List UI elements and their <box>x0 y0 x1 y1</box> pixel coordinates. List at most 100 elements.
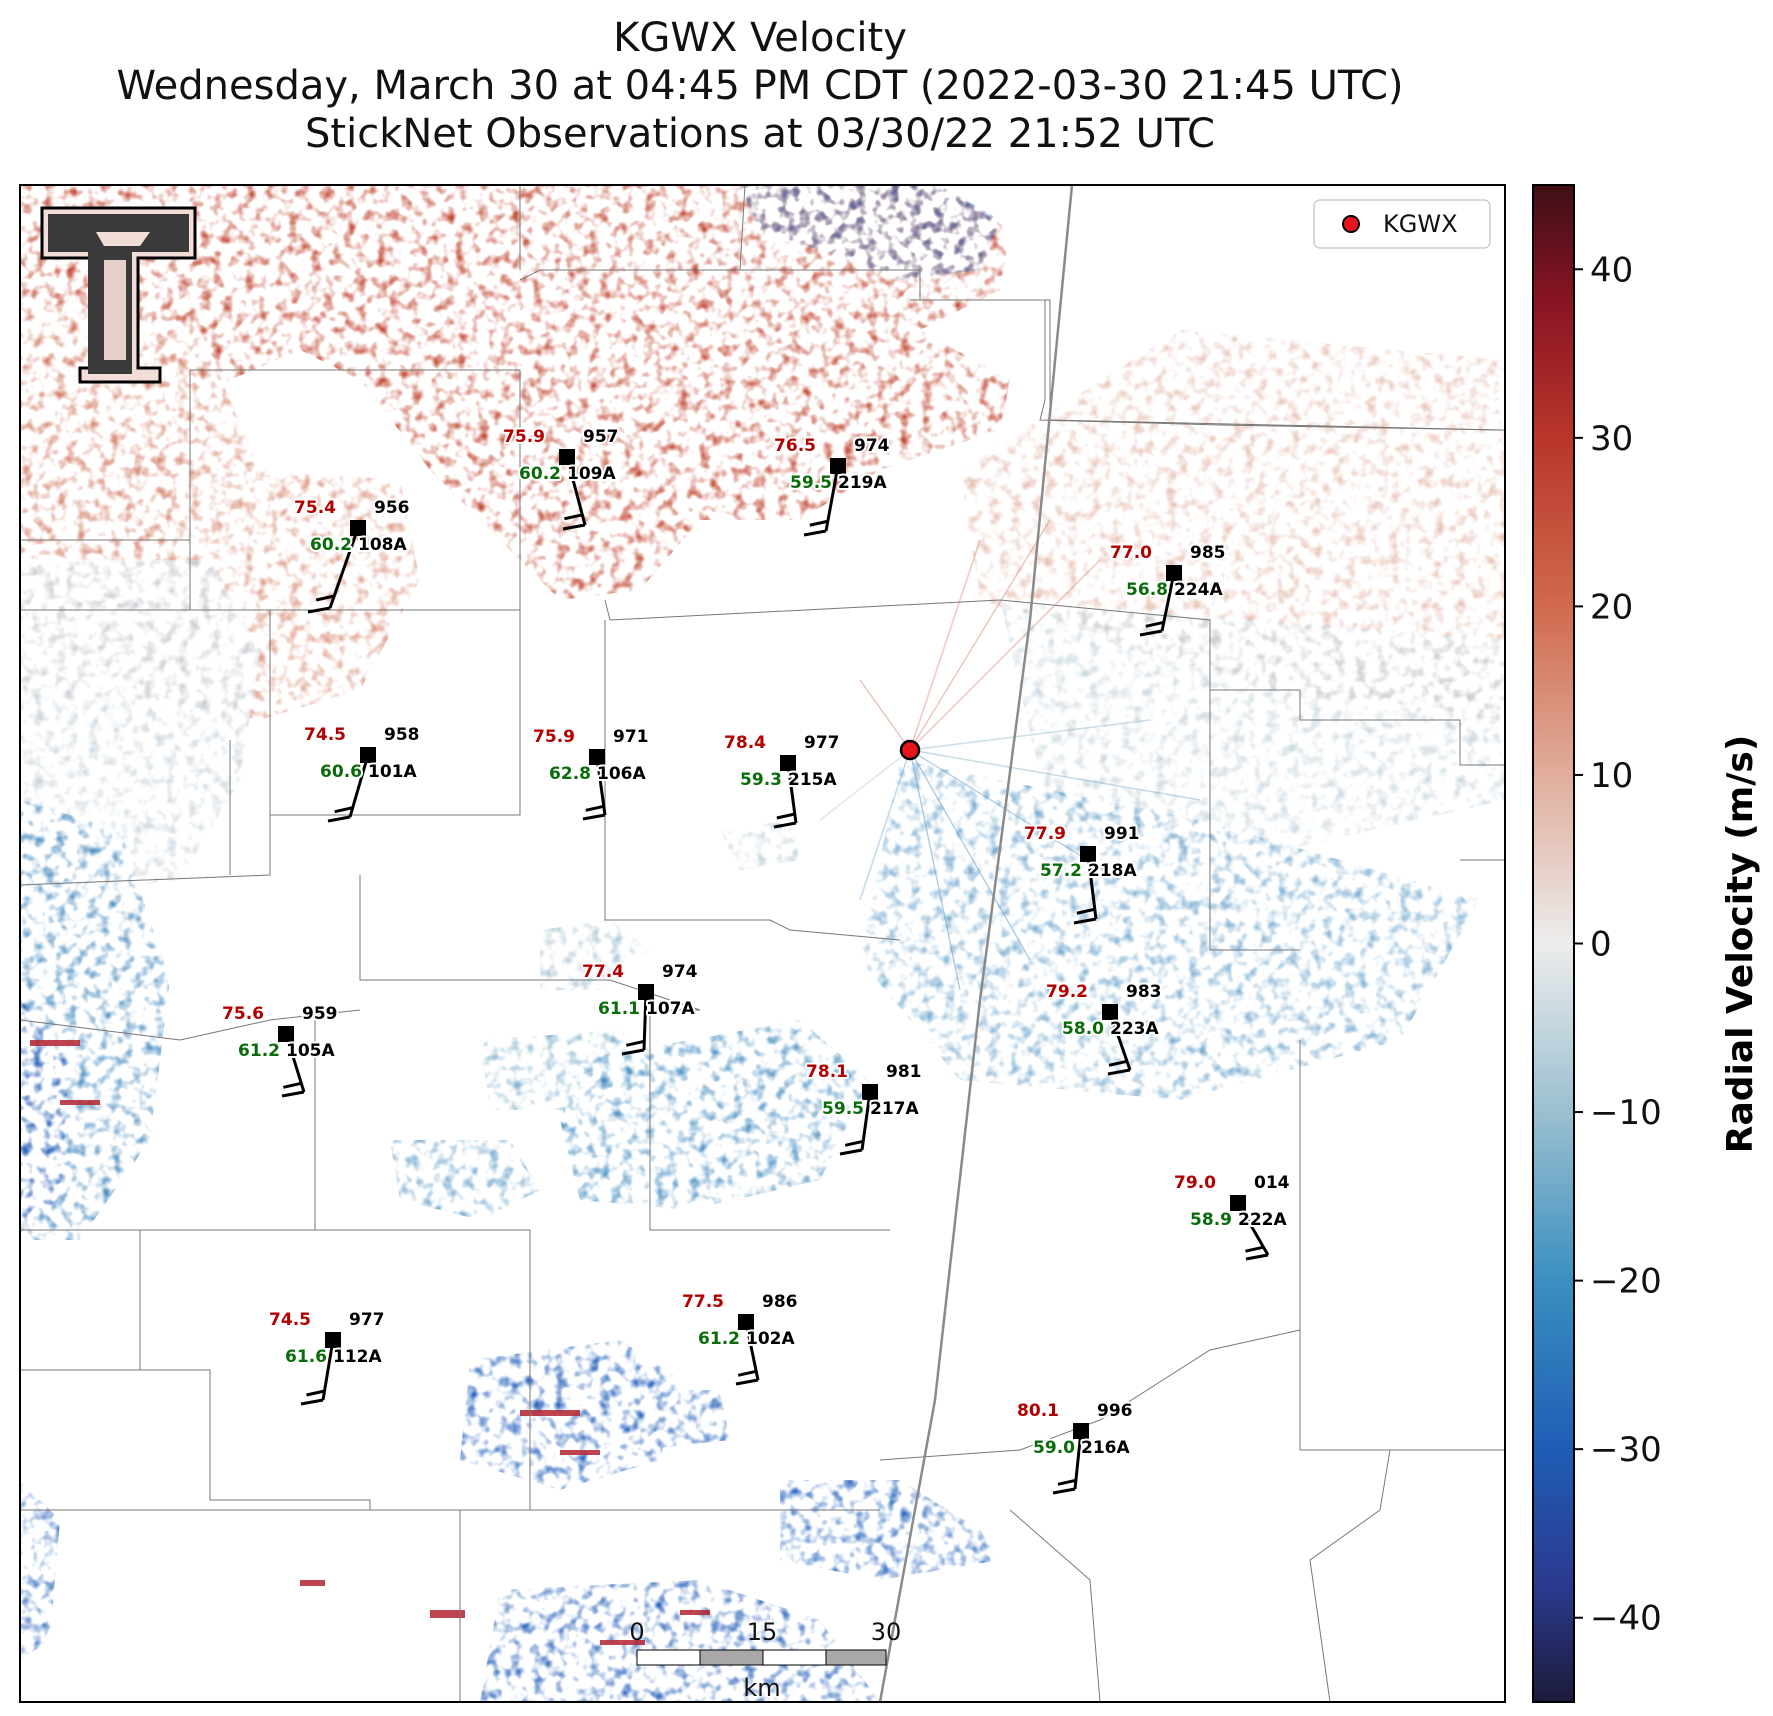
station-id: 217A <box>870 1099 919 1119</box>
wind-barb-icon <box>824 465 840 532</box>
station-dewpoint: 60.2 <box>519 464 561 484</box>
station-pressure: 985 <box>1190 543 1226 563</box>
wind-barb-icon <box>348 754 370 818</box>
station-marker-icon <box>638 984 654 1000</box>
station-marker-icon <box>589 749 605 765</box>
wind-barb-flag-icon <box>809 519 829 527</box>
station-id: 109A <box>567 464 616 484</box>
scale-unit: km <box>743 1674 780 1702</box>
colorbar-label: Radial Velocity (m/s) <box>1720 735 1761 1154</box>
station-temperature: 77.5 <box>682 1292 724 1312</box>
wind-barb-flag-icon <box>776 812 796 820</box>
station-pressure: 974 <box>662 962 698 982</box>
scale-label-end: 30 <box>871 1618 902 1646</box>
radar-site-kgwx <box>899 739 921 761</box>
map-frame <box>19 184 1506 1703</box>
colorbar-tick-label: 30 <box>1590 419 1633 459</box>
station-marker-icon <box>278 1026 294 1042</box>
wind-barb-flag-icon <box>1073 917 1097 925</box>
station-marker-icon <box>1230 1195 1246 1211</box>
wind-barb-flag-icon <box>1107 1068 1131 1076</box>
station-temperature: 74.5 <box>304 725 346 745</box>
station-105A: 75.6 959 61.2 105A <box>220 1002 340 1098</box>
wind-barb-icon <box>595 756 607 816</box>
colorbar-tick-label: 10 <box>1590 756 1633 796</box>
station-temperature: 76.5 <box>774 436 816 456</box>
station-pressure: 983 <box>1126 982 1162 1002</box>
county-boundaries <box>20 185 1505 1702</box>
station-marker-icon <box>862 1084 878 1100</box>
station-dewpoint: 61.2 <box>238 1041 280 1061</box>
colorbar-tick-label: −20 <box>1590 1262 1662 1302</box>
station-temperature: 79.2 <box>1046 982 1088 1002</box>
station-id: 102A <box>746 1329 795 1349</box>
station-109A: 75.9 957 60.2 109A <box>501 425 621 531</box>
station-112A: 74.5 977 61.6 112A <box>267 1308 387 1406</box>
station-106A: 75.9 971 62.8 106A <box>531 725 651 821</box>
colorbar-tick-label: −40 <box>1590 1599 1662 1639</box>
station-temperature: 75.9 <box>533 727 575 747</box>
wind-barb-flag-icon <box>621 1048 645 1056</box>
station-marker-icon <box>780 755 796 771</box>
station-217A: 78.1 981 59.5 217A <box>804 1060 924 1156</box>
title-radar: KGWX Velocity <box>613 15 907 61</box>
station-dewpoint: 58.9 <box>1190 1210 1232 1230</box>
station-id: 112A <box>333 1347 382 1367</box>
wind-barb-flag-icon <box>773 821 797 829</box>
title-datetime: Wednesday, March 30 at 04:45 PM CDT (202… <box>116 63 1404 109</box>
station-marker-icon <box>1080 846 1096 862</box>
station-pressure: 974 <box>854 436 890 456</box>
station-pressure: 971 <box>613 727 649 747</box>
station-id: 219A <box>838 473 887 493</box>
station-temperature: 75.6 <box>222 1004 264 1024</box>
wind-barb-flag-icon <box>1057 1478 1077 1486</box>
wind-barb-flag-icon <box>803 529 827 537</box>
wind-barb-flag-icon <box>839 1148 863 1156</box>
wind-barb-flag-icon <box>1245 1245 1264 1253</box>
station-dewpoint: 61.2 <box>698 1329 740 1349</box>
station-temperature: 77.0 <box>1110 543 1152 563</box>
station-216A: 80.1 996 59.0 216A <box>1015 1399 1135 1495</box>
wind-barb-flag-icon <box>625 1039 645 1047</box>
station-pressure: 986 <box>762 1292 798 1312</box>
wind-barb-flag-icon <box>844 1139 864 1147</box>
station-dewpoint: 61.6 <box>285 1347 327 1367</box>
wind-barb-flag-icon <box>282 1081 302 1089</box>
wind-barb-flag-icon <box>307 606 331 614</box>
station-marker-icon <box>325 1332 341 1348</box>
station-id: 108A <box>358 535 407 555</box>
wind-barb-flag-icon <box>315 594 335 602</box>
station-dewpoint: 59.5 <box>790 473 832 493</box>
station-108A: 75.4 956 60.2 108A <box>292 496 412 614</box>
station-pressure: 996 <box>1097 1401 1133 1421</box>
texas-tech-double-t-logo <box>40 206 197 384</box>
wind-barb-icon <box>328 527 360 609</box>
station-pressure: 977 <box>804 733 840 753</box>
colorbar-tick-label: −10 <box>1590 1093 1662 1133</box>
station-marker-icon <box>559 449 575 465</box>
wind-barb-flag-icon <box>1076 907 1096 915</box>
wind-barb-flag-icon <box>300 1398 324 1406</box>
station-dewpoint: 60.2 <box>310 535 352 555</box>
station-218A: 77.9 991 57.2 218A <box>1022 822 1142 925</box>
station-marker-icon <box>1073 1423 1089 1439</box>
legend-label: KGWX <box>1383 210 1458 238</box>
station-id: 215A <box>788 770 837 790</box>
colorbar-tick-label: 40 <box>1590 250 1633 290</box>
wind-barb-flag-icon <box>585 804 605 812</box>
station-dewpoint: 60.6 <box>320 762 362 782</box>
wind-barb-flag-icon <box>1052 1487 1076 1495</box>
colorbar-ticks: 40 30 20 10 0 −10 −20 −30 −40 <box>1574 250 1662 1639</box>
station-107A: 77.4 974 61.1 107A <box>580 960 700 1056</box>
station-id: 101A <box>368 762 417 782</box>
wind-barb-icon <box>786 762 798 824</box>
wind-barb-flag-icon <box>735 1378 759 1386</box>
station-102A: 77.5 986 61.2 102A <box>680 1290 800 1386</box>
wind-barb-icon <box>321 1339 335 1401</box>
wind-barb-icon <box>1073 1430 1083 1490</box>
station-pressure: 959 <box>302 1004 338 1024</box>
wind-barb-icon <box>1160 572 1176 632</box>
wind-barb-flag-icon <box>334 806 354 814</box>
wind-barb-flag-icon <box>582 813 606 821</box>
